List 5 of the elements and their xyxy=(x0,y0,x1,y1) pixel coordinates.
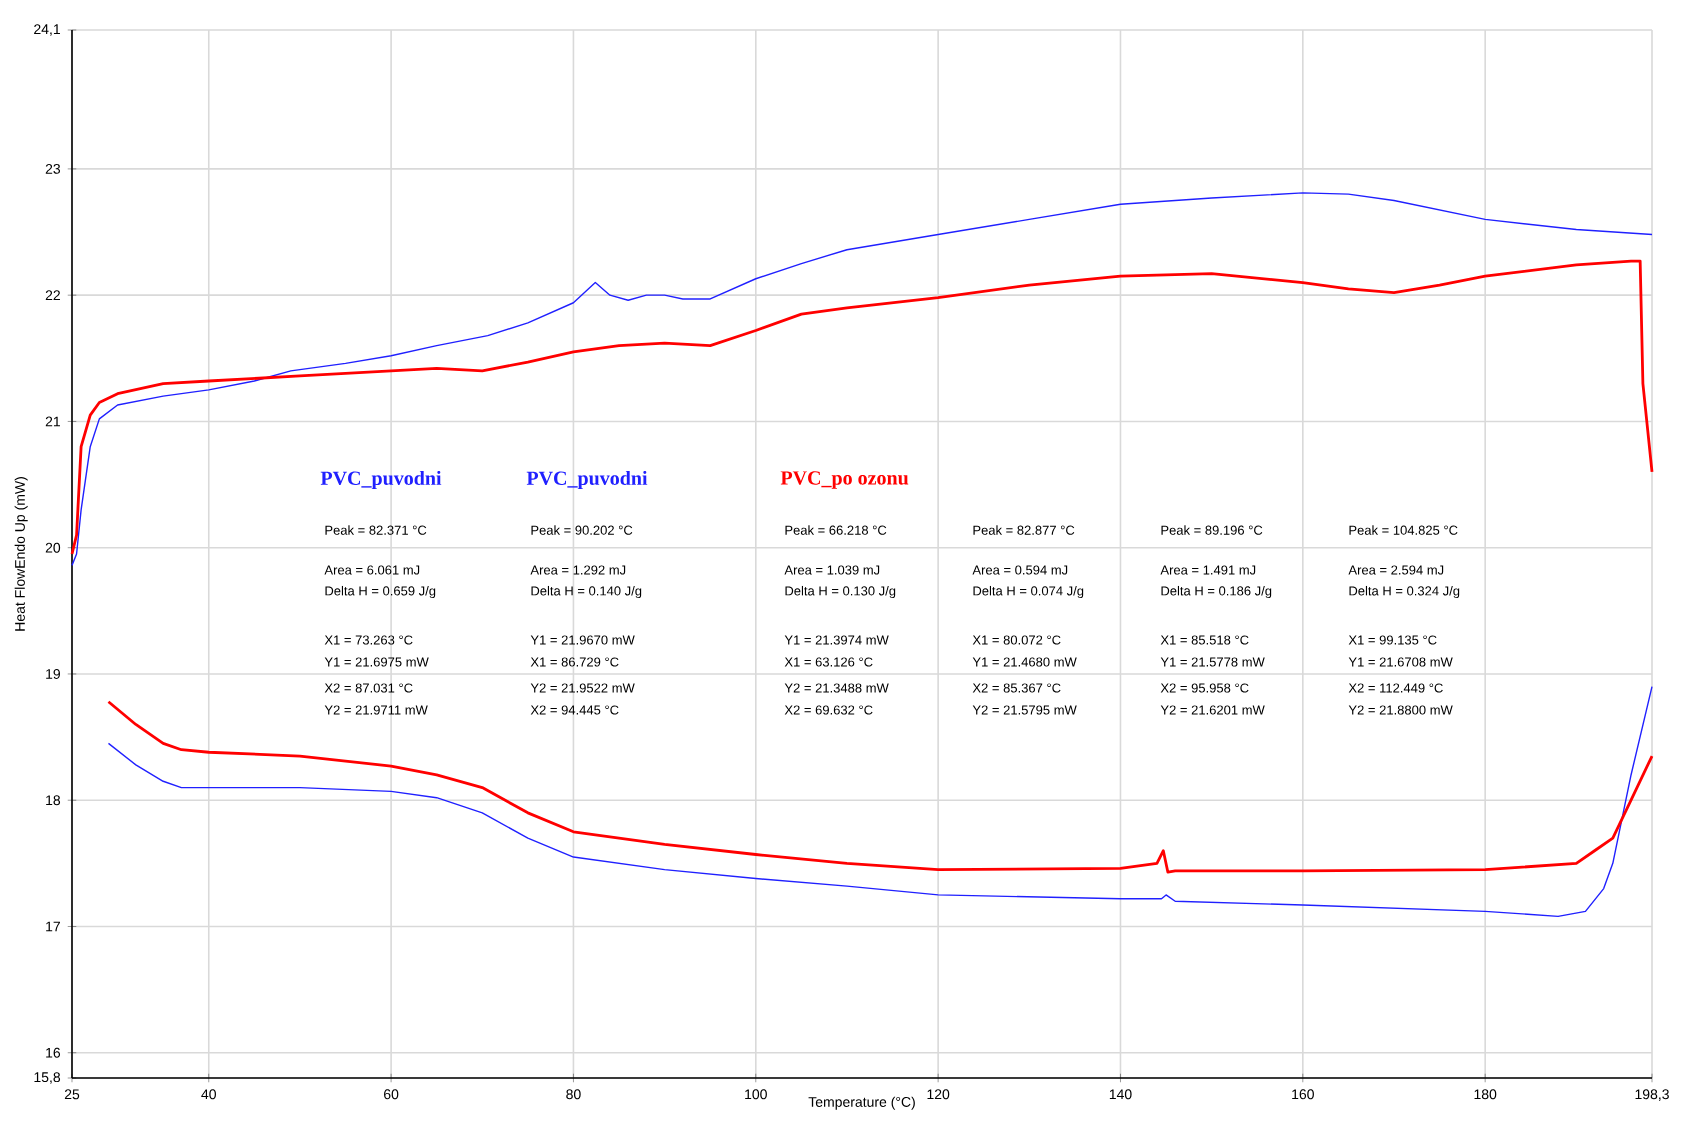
annotation: PVC_puvodni xyxy=(320,470,442,490)
line-series xyxy=(107,700,1654,874)
line-series xyxy=(71,192,1653,567)
annotation: PVC_puvodni xyxy=(526,470,648,490)
annotation: PVC_po ozonu xyxy=(780,471,909,489)
